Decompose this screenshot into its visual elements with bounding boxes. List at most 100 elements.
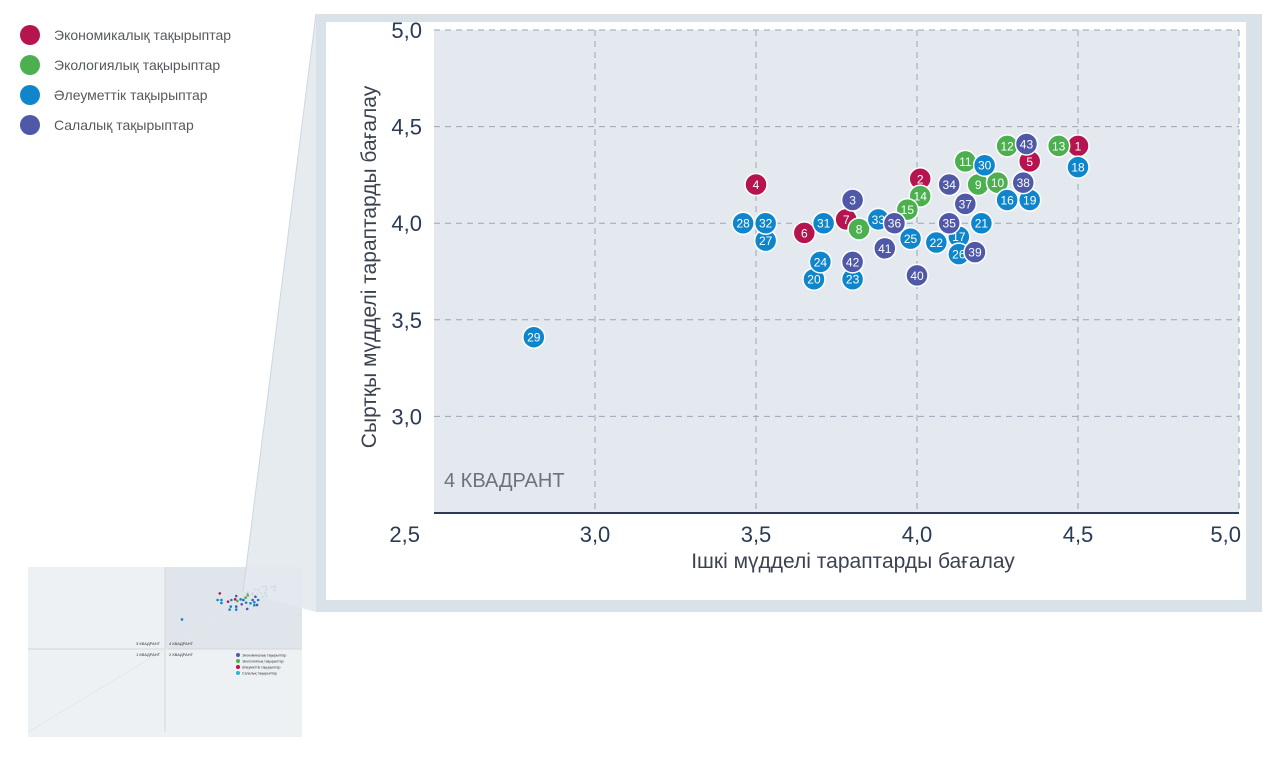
thumb-point bbox=[255, 603, 259, 607]
data-point-label: 14 bbox=[914, 190, 928, 204]
data-point-label: 9 bbox=[975, 178, 982, 192]
data-point-label: 36 bbox=[888, 217, 902, 231]
data-point-label: 1 bbox=[1075, 139, 1082, 153]
data-point-marker bbox=[937, 211, 961, 235]
data-point-marker bbox=[953, 192, 978, 216]
thumb-point bbox=[251, 592, 254, 595]
y-tick-labels: 3,0 3,5 4,0 4,5 5,0 bbox=[391, 18, 422, 429]
legend-item: Әлеуметтік тақырыптар bbox=[20, 80, 231, 110]
data-point-marker bbox=[882, 211, 907, 235]
data-point-label: 10 bbox=[991, 176, 1005, 190]
thumb-quadrant-label: 4 КВАДРАНТ bbox=[169, 641, 194, 646]
y-tick-label: 4,5 bbox=[391, 115, 422, 140]
data-point: 29 bbox=[522, 325, 546, 349]
thumb-point bbox=[273, 589, 276, 592]
x-tick-label: 2,5 bbox=[389, 522, 420, 547]
thumb-point bbox=[218, 592, 222, 595]
data-point-marker bbox=[840, 188, 865, 212]
data-point: 38 bbox=[1011, 170, 1036, 195]
data-point-label: 2 bbox=[917, 172, 924, 186]
data-point-marker bbox=[972, 153, 997, 177]
overview-thumbnail: 3 КВАДРАНТ 4 КВАДРАНТ 1 КВАДРАНТ 2 КВАДР… bbox=[27, 566, 303, 737]
data-point: 24 bbox=[808, 250, 833, 274]
data-point-marker bbox=[1011, 170, 1036, 195]
thumb-point bbox=[249, 602, 252, 605]
thumb-point bbox=[265, 588, 268, 591]
thumb-legend-label: Әлеуметтік тақырыптар bbox=[242, 666, 280, 670]
legend-item: Салалық тақырыптар bbox=[20, 110, 231, 140]
y-axis-label: Сыртқы мүдделі тараптарды бағалау bbox=[358, 85, 381, 448]
data-point: 31 bbox=[811, 211, 836, 235]
data-point: 28 bbox=[731, 211, 755, 235]
data-point-marker bbox=[522, 325, 546, 349]
x-tick-label: 4,5 bbox=[1063, 522, 1094, 547]
data-point-label: 35 bbox=[943, 217, 957, 231]
data-point-marker bbox=[924, 230, 949, 255]
scatter-chart: 2,5 3,0 3,5 4,0 4,5 5,0 3,0 3,5 4,0 4,5 5,0 Ішкі … bbox=[358, 18, 1241, 573]
legend-marker bbox=[20, 25, 40, 45]
data-point-marker bbox=[847, 217, 871, 241]
data-point-marker bbox=[969, 211, 994, 235]
thumb-quadrant-label: 1 КВАДРАНТ bbox=[136, 652, 161, 657]
data-point-label: 39 bbox=[968, 246, 982, 260]
thumb-legend-label: Салалық тақырыптар bbox=[242, 672, 277, 676]
data-point: 39 bbox=[963, 240, 987, 264]
chart-legend: Экономикалық тақырыптар Экологиялық тақыр… bbox=[20, 20, 231, 140]
legend-label: Экономикалық тақырыптар bbox=[54, 27, 232, 43]
data-point: 25 bbox=[898, 226, 923, 251]
thumb-point bbox=[270, 585, 273, 589]
data-point-label: 4 bbox=[753, 178, 760, 192]
thumb-point bbox=[253, 601, 256, 604]
data-point: 42 bbox=[840, 250, 865, 274]
data-point-label: 5 bbox=[1026, 155, 1033, 169]
data-point: 6 bbox=[792, 221, 817, 245]
data-point-marker bbox=[744, 172, 768, 197]
data-point-label: 28 bbox=[736, 217, 750, 231]
data-point-label: 32 bbox=[759, 217, 773, 231]
thumb-point bbox=[220, 601, 223, 605]
thumb-point bbox=[273, 585, 276, 589]
data-point-marker bbox=[811, 211, 836, 235]
thumb-point bbox=[216, 598, 219, 602]
thumb-point bbox=[253, 603, 256, 607]
chart-panel: 2,5 3,0 3,5 4,0 4,5 5,0 3,0 3,5 4,0 4,5 5,0 Ішкі … bbox=[326, 18, 1246, 600]
data-point-label: 25 bbox=[904, 232, 918, 246]
data-point-marker bbox=[1046, 134, 1071, 158]
thumb-point bbox=[259, 591, 263, 595]
data-point-marker bbox=[963, 240, 987, 264]
overview-thumbnail-svg: 3 КВАДРАНТ 4 КВАДРАНТ 1 КВАДРАНТ 2 КВАДР… bbox=[27, 566, 303, 737]
data-point: 43 bbox=[1014, 132, 1039, 156]
quadrant-label: 4 КВАДРАНТ bbox=[444, 470, 565, 492]
thumb-point bbox=[234, 605, 238, 608]
thumb-point bbox=[254, 588, 257, 591]
thumb-quadrant-label: 3 КВАДРАНТ bbox=[136, 641, 161, 646]
thumb-point bbox=[265, 594, 268, 598]
data-point: 30 bbox=[972, 153, 997, 177]
thumb-point bbox=[228, 608, 231, 611]
data-point-label: 8 bbox=[856, 222, 863, 236]
legend-marker bbox=[20, 55, 40, 75]
data-point-label: 12 bbox=[1000, 139, 1014, 153]
data-point: 36 bbox=[882, 211, 907, 235]
thumb-point bbox=[180, 618, 184, 621]
thumb-legend: Экономикалық тақырыптар Экологиялық тақы… bbox=[236, 653, 286, 676]
data-point-label: 16 bbox=[1000, 194, 1014, 208]
thumb-point bbox=[261, 585, 264, 589]
data-point: 18 bbox=[1066, 155, 1090, 179]
thumb-point bbox=[256, 592, 259, 595]
data-point-marker bbox=[808, 250, 833, 274]
data-point-label: 21 bbox=[975, 217, 989, 231]
data-point-label: 40 bbox=[910, 269, 924, 283]
thumb-point bbox=[240, 602, 244, 606]
thumb-point bbox=[229, 605, 233, 608]
data-point-label: 17 bbox=[952, 230, 966, 244]
x-tick-label: 4,0 bbox=[902, 522, 933, 547]
data-point-label: 29 bbox=[527, 331, 541, 345]
y-tick-label: 3,5 bbox=[391, 308, 422, 333]
data-point: 10 bbox=[985, 170, 1010, 195]
data-point-label: 23 bbox=[846, 273, 860, 287]
data-point-label: 22 bbox=[930, 236, 944, 250]
plot-area bbox=[434, 30, 1239, 513]
data-point-marker bbox=[753, 211, 778, 235]
data-point: 4 bbox=[744, 172, 768, 197]
